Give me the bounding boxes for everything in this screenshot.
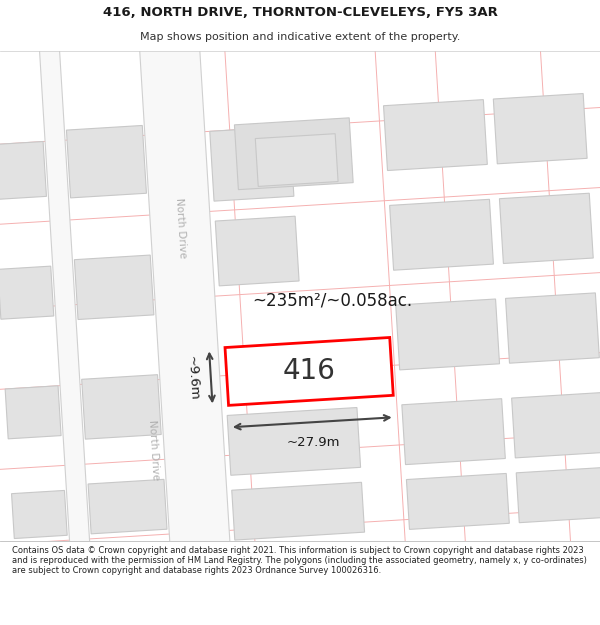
Text: Contains OS data © Crown copyright and database right 2021. This information is : Contains OS data © Crown copyright and d…	[12, 546, 587, 576]
Polygon shape	[210, 126, 294, 201]
Polygon shape	[139, 27, 233, 599]
Polygon shape	[499, 193, 593, 264]
Polygon shape	[74, 255, 154, 319]
Text: North Drive: North Drive	[174, 198, 187, 259]
Polygon shape	[506, 293, 599, 363]
Polygon shape	[215, 216, 299, 286]
Polygon shape	[402, 399, 505, 464]
Polygon shape	[227, 408, 361, 475]
Text: 416, NORTH DRIVE, THORNTON-CLEVELEYS, FY5 3AR: 416, NORTH DRIVE, THORNTON-CLEVELEYS, FY…	[103, 6, 497, 19]
Polygon shape	[38, 36, 94, 605]
Text: ~235m²/~0.058ac.: ~235m²/~0.058ac.	[252, 291, 412, 309]
Polygon shape	[82, 374, 161, 439]
Polygon shape	[406, 474, 509, 529]
Polygon shape	[88, 479, 167, 534]
Text: ~27.9m: ~27.9m	[287, 436, 340, 449]
Polygon shape	[235, 118, 353, 189]
Polygon shape	[396, 299, 500, 370]
Polygon shape	[11, 491, 67, 539]
Polygon shape	[232, 482, 365, 540]
Text: North Drive: North Drive	[148, 419, 161, 481]
Text: Map shows position and indicative extent of the property.: Map shows position and indicative extent…	[140, 32, 460, 42]
Polygon shape	[67, 126, 146, 198]
Polygon shape	[389, 199, 493, 270]
Text: 416: 416	[283, 357, 335, 386]
Polygon shape	[516, 468, 600, 522]
Polygon shape	[255, 134, 338, 186]
Polygon shape	[0, 141, 46, 199]
Text: ~9.6m: ~9.6m	[185, 356, 201, 401]
Polygon shape	[0, 266, 54, 319]
Polygon shape	[383, 99, 487, 171]
Polygon shape	[512, 392, 600, 458]
Polygon shape	[5, 386, 61, 439]
Polygon shape	[493, 94, 587, 164]
Polygon shape	[225, 338, 393, 406]
